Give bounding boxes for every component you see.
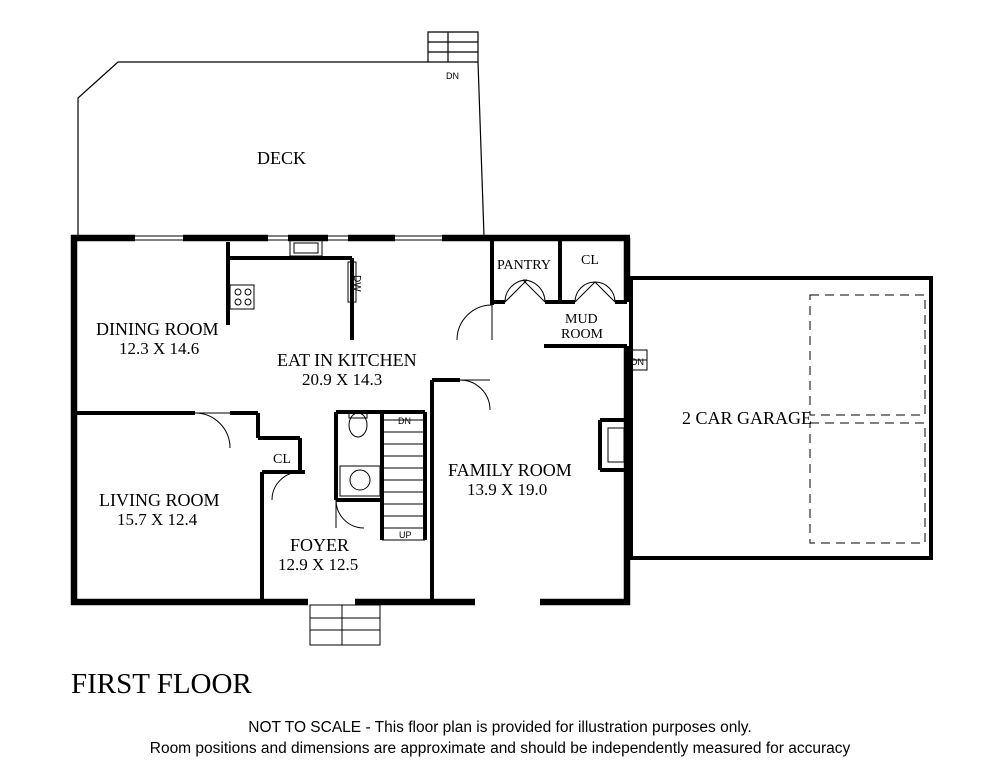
living-dim: 15.7 X 12.4 xyxy=(117,510,197,530)
dw-label: DW xyxy=(350,275,362,292)
foyer-name: FOYER xyxy=(290,535,349,557)
dining-dim: 12.3 X 14.6 xyxy=(119,339,199,359)
dn-stairs-label: DN xyxy=(398,416,411,427)
living-name: LIVING ROOM xyxy=(99,490,220,512)
floor-title: FIRST FLOOR xyxy=(71,668,252,701)
dn-deck-label: DN xyxy=(446,71,459,82)
mud-label-2: ROOM xyxy=(561,327,603,344)
garage-label: 2 CAR GARAGE xyxy=(682,408,812,430)
pantry-label: PANTRY xyxy=(497,258,551,275)
cl-mid-label: CL xyxy=(273,452,291,469)
cl-top-label: CL xyxy=(581,253,599,270)
disclaimer-1: NOT TO SCALE - This floor plan is provid… xyxy=(0,718,1000,739)
up-stairs-label: UP xyxy=(399,530,412,541)
floorplan-svg xyxy=(0,0,1000,784)
foyer-dim: 12.9 X 12.5 xyxy=(278,555,358,575)
deck-label: DECK xyxy=(257,148,306,170)
disclaimer-2: Room positions and dimensions are approx… xyxy=(0,739,1000,760)
kitchen-dim: 20.9 X 14.3 xyxy=(302,370,382,390)
dn-garage-label: DN xyxy=(631,357,644,368)
kitchen-name: EAT IN KITCHEN xyxy=(277,350,417,372)
family-name: FAMILY ROOM xyxy=(448,460,572,482)
dining-name: DINING ROOM xyxy=(96,319,219,341)
family-dim: 13.9 X 19.0 xyxy=(467,480,547,500)
